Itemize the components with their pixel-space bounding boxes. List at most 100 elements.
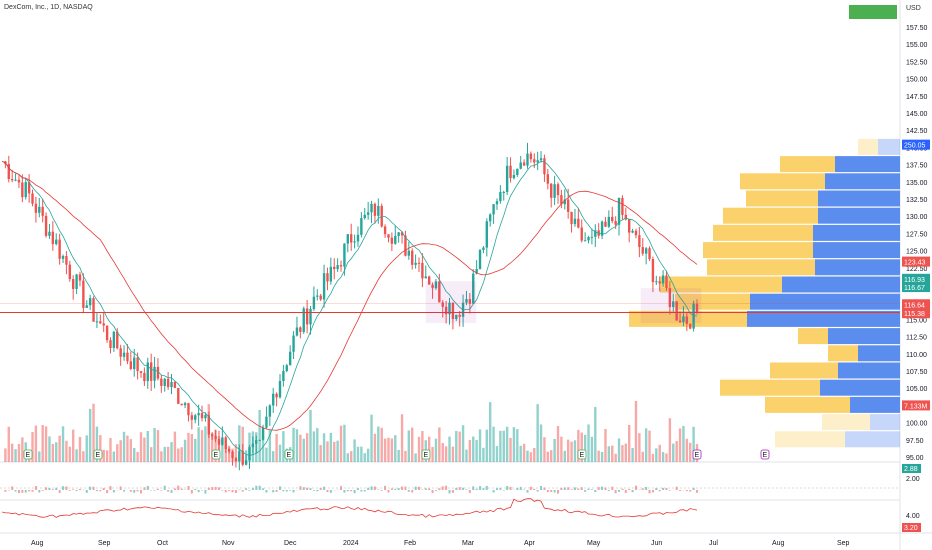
volume-delta-bar <box>584 490 587 492</box>
volume-bar <box>366 448 370 462</box>
x-tick-label: May <box>587 540 601 547</box>
candle-body <box>183 403 187 406</box>
candle-body <box>370 203 373 213</box>
currency-label[interactable]: USD <box>906 5 921 12</box>
volume-delta-bar <box>214 486 217 490</box>
candle-body <box>360 218 363 235</box>
volume-delta-bar <box>607 490 610 492</box>
candle-body <box>458 314 461 317</box>
volume-profile-down-bar <box>820 379 900 396</box>
candle-body <box>411 250 414 265</box>
price-tag-label: 116.64 <box>904 302 925 309</box>
volume-delta-bar <box>78 488 81 490</box>
volume-bar <box>41 425 44 462</box>
volume-delta-bar <box>665 488 668 490</box>
volume-delta-bar <box>411 490 414 493</box>
volume-bar <box>65 440 68 462</box>
candle-body <box>295 327 299 336</box>
volume-delta-bar <box>272 490 275 493</box>
volume-bar <box>377 426 380 462</box>
earnings-marker-label: E <box>695 452 700 459</box>
volume-delta-bar <box>567 487 570 490</box>
candle-body <box>44 215 48 236</box>
symbol-title: DexCom, Inc., 1D, NASDAQ <box>4 4 93 11</box>
volume-bar <box>194 438 197 462</box>
volume-delta-bar <box>377 489 380 490</box>
volume-delta-bar <box>194 488 197 490</box>
volume-delta-bar <box>224 490 227 493</box>
y-tick-label: 97.50 <box>906 438 924 445</box>
earnings-marker <box>692 449 702 460</box>
candle-body <box>519 162 522 169</box>
candle-body <box>48 231 51 236</box>
candle-body <box>587 237 590 241</box>
volume-profile-up-bar <box>723 207 818 224</box>
volume-delta-bar <box>14 490 17 492</box>
volume-delta-bar <box>356 488 359 490</box>
volume-bar <box>383 438 387 462</box>
candle-body <box>309 309 312 325</box>
status-indicator[interactable] <box>849 5 897 19</box>
candle-body <box>41 206 44 216</box>
volume-bar <box>10 443 14 462</box>
volume-bar <box>360 446 363 462</box>
volume-delta-bar <box>312 490 315 491</box>
candle-body <box>512 174 516 179</box>
volume-bar <box>95 426 99 462</box>
volume-delta-bar <box>75 490 78 492</box>
volume-bar <box>502 430 505 462</box>
volume-bar <box>363 453 366 462</box>
volume-bar <box>275 433 278 462</box>
volume-delta-bar <box>190 490 193 494</box>
volume-bar <box>336 440 339 462</box>
candle-body <box>292 335 295 352</box>
volume-bar <box>482 447 485 462</box>
volume-delta-bar <box>197 490 200 493</box>
volume-bar <box>587 424 590 462</box>
volume-bar <box>682 425 685 462</box>
candle-body <box>31 193 34 204</box>
candle-body <box>68 264 72 280</box>
candle-body <box>590 236 594 238</box>
candle-body <box>665 275 668 289</box>
volume-bar <box>180 447 183 462</box>
volume-bar <box>346 453 350 462</box>
volume-delta-bar <box>495 487 498 490</box>
volume-bar <box>461 425 465 462</box>
volume-bar <box>136 451 139 462</box>
candle-body <box>421 262 424 279</box>
volume-bar <box>99 435 102 462</box>
volume-delta-bar <box>557 490 559 494</box>
volume-bar <box>387 437 390 462</box>
candle-body <box>272 393 275 406</box>
volume-bar <box>231 448 234 462</box>
volume-delta-bar <box>618 490 621 492</box>
candle-body <box>553 184 556 198</box>
volume-delta-bar <box>387 490 390 493</box>
volume-bar <box>88 408 92 462</box>
volume-bar <box>34 425 38 462</box>
candle-body <box>390 237 394 244</box>
y-tick-label: 150.00 <box>906 77 928 84</box>
candle-body <box>173 381 177 388</box>
volume-bar <box>678 428 682 462</box>
volume-bar <box>122 431 126 462</box>
volume-bar <box>316 428 319 462</box>
volume-delta-bar <box>48 487 51 490</box>
volume-delta-bar <box>628 489 631 490</box>
candle-body <box>387 234 390 238</box>
volume-delta-bar <box>529 486 532 490</box>
volume-profile-down-bar <box>747 310 900 327</box>
volume-bar <box>343 424 346 462</box>
volume-delta-bar <box>431 490 434 494</box>
candle-body <box>299 327 302 332</box>
volume-delta-bar <box>587 488 590 490</box>
volume-delta-bar <box>353 490 356 494</box>
candle-body <box>672 301 675 308</box>
volume-profile-up-bar <box>858 138 878 155</box>
earnings-marker-label: E <box>424 452 429 459</box>
volume-delta-bar <box>573 487 576 490</box>
volume-delta-bar <box>397 488 400 490</box>
volume-bar <box>102 449 105 462</box>
